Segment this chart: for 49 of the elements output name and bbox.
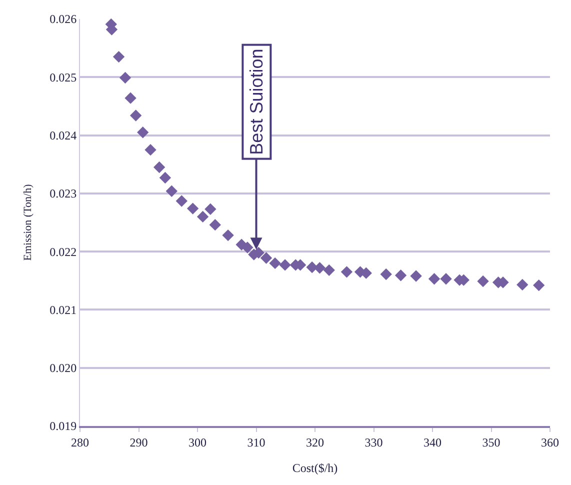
y-tick-label: 0.022 bbox=[50, 244, 77, 259]
point bbox=[222, 229, 234, 242]
point bbox=[112, 50, 125, 63]
point bbox=[196, 210, 209, 223]
point bbox=[269, 257, 281, 270]
point bbox=[428, 273, 440, 285]
x-tick-label: 350 bbox=[482, 435, 500, 450]
x-tick-label: 360 bbox=[541, 435, 559, 450]
x-tick-label: 290 bbox=[130, 435, 148, 450]
y-tick-label: 0.023 bbox=[50, 186, 77, 201]
point bbox=[516, 278, 528, 291]
point bbox=[279, 259, 291, 271]
point bbox=[260, 252, 272, 264]
point bbox=[209, 218, 221, 231]
y-axis-title: Emission (Ton/h) bbox=[22, 184, 34, 261]
y-tick-label: 0.021 bbox=[50, 302, 77, 317]
x-tick-label: 310 bbox=[247, 435, 266, 450]
x-tick-label: 300 bbox=[188, 435, 206, 450]
y-tick-label: 0.026 bbox=[50, 12, 77, 26]
y-tick-label: 0.019 bbox=[50, 419, 77, 434]
point bbox=[159, 172, 172, 184]
x-tick-label: 320 bbox=[306, 435, 324, 450]
x-tick-label: 280 bbox=[71, 435, 89, 450]
point bbox=[380, 268, 392, 280]
point bbox=[410, 270, 422, 282]
point bbox=[124, 92, 136, 104]
point bbox=[340, 266, 353, 278]
point bbox=[130, 110, 142, 122]
point bbox=[440, 273, 452, 285]
point bbox=[144, 144, 156, 156]
point bbox=[153, 161, 166, 174]
annotation: Best Suiotion bbox=[246, 48, 267, 155]
point bbox=[119, 72, 132, 84]
point bbox=[242, 242, 254, 254]
y-tick-label: 0.020 bbox=[50, 361, 77, 376]
point bbox=[186, 202, 199, 214]
point bbox=[477, 275, 489, 288]
x-tick-label: 340 bbox=[424, 435, 442, 450]
point bbox=[166, 185, 178, 197]
x-axis-title: Cost($/h) bbox=[292, 460, 338, 475]
y-tick-label: 0.025 bbox=[50, 70, 77, 84]
point bbox=[176, 195, 188, 207]
y-tick-label: 0.024 bbox=[50, 128, 77, 142]
point bbox=[394, 270, 407, 282]
point bbox=[532, 279, 545, 292]
x-tick-label: 330 bbox=[364, 435, 383, 450]
point bbox=[137, 126, 149, 138]
point bbox=[323, 264, 335, 276]
point bbox=[204, 203, 216, 215]
